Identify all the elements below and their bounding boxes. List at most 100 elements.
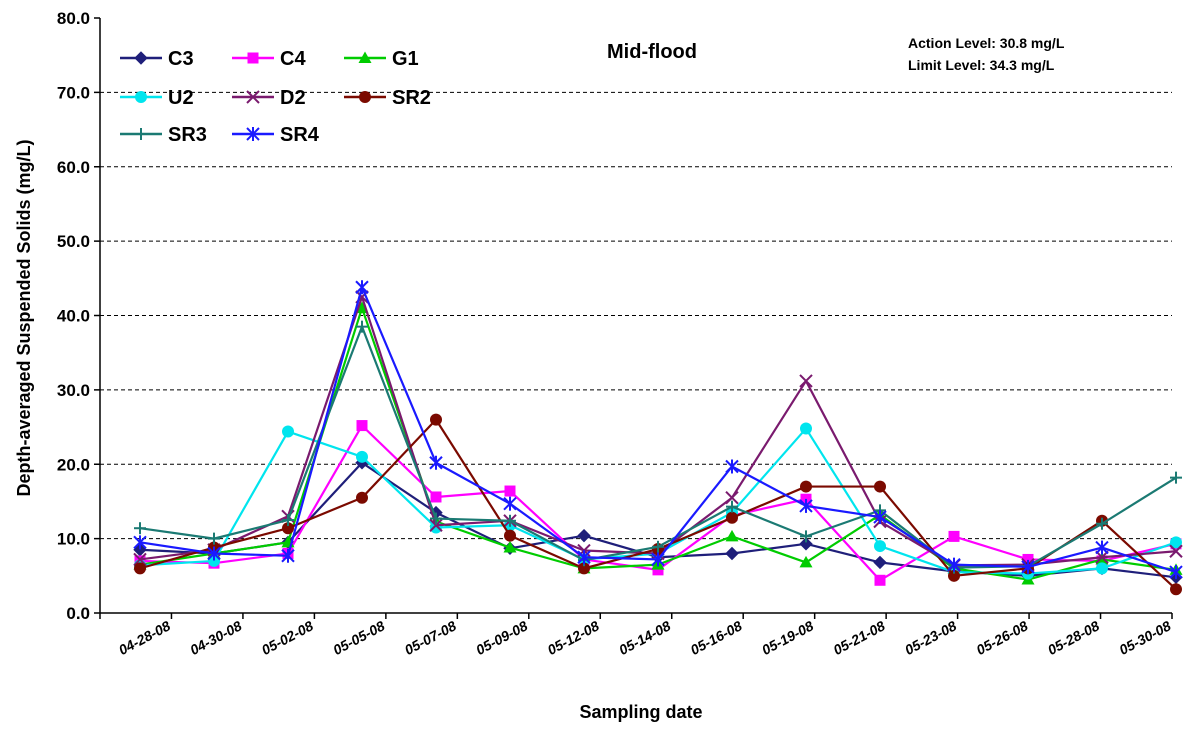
data-point-u2 <box>800 422 812 435</box>
data-point-sr3 <box>800 530 812 543</box>
data-point-sr3 <box>652 540 664 553</box>
data-point-c4 <box>652 564 664 576</box>
y-tick-label: 10.0 <box>57 530 90 549</box>
data-point-sr2 <box>356 491 368 504</box>
data-point-sr2 <box>134 562 146 575</box>
data-point-sr2 <box>874 480 886 493</box>
x-tick-label: 04-30-08 <box>187 617 244 658</box>
legend-item-d2: D2 <box>232 87 306 109</box>
legend-label-d2: D2 <box>280 87 306 109</box>
legend-label-sr4: SR4 <box>280 124 320 146</box>
legend-marker-u2 <box>135 91 147 103</box>
data-point-sr2 <box>1170 583 1182 596</box>
y-axis-title: Depth-averaged Suspended Solids (mg/L) <box>14 139 34 496</box>
data-point-g1 <box>503 541 517 553</box>
gridlines <box>100 91 1172 540</box>
legend: C3 C4 G1 U2 D2 SR2 SR3 SR4 <box>120 48 431 146</box>
x-axis-title: Sampling date <box>579 702 702 722</box>
legend-item-sr2: SR2 <box>344 87 431 109</box>
x-tick-label: 05-28-08 <box>1045 617 1102 658</box>
data-point-sr3 <box>134 522 146 535</box>
data-point-d2 <box>725 491 739 505</box>
legend-label-c3: C3 <box>168 48 194 70</box>
data-point-sr4 <box>207 546 221 561</box>
x-tick-label: 05-30-08 <box>1116 617 1173 658</box>
x-tick-label: 05-26-08 <box>973 617 1030 658</box>
legend-item-c3: C3 <box>120 48 194 70</box>
data-point-sr4 <box>281 548 295 563</box>
data-point-u2 <box>208 554 220 567</box>
x-tick-label: 05-16-08 <box>688 617 745 658</box>
data-point-d2 <box>1169 544 1183 558</box>
data-point-sr3 <box>356 320 368 333</box>
data-point-sr2 <box>430 413 442 426</box>
data-point-sr3 <box>504 514 516 527</box>
data-point-sr4 <box>799 498 813 513</box>
data-point-sr4 <box>725 459 739 474</box>
data-point-sr3 <box>430 512 442 525</box>
legend-item-sr3: SR3 <box>120 124 207 146</box>
data-point-c4 <box>504 485 516 497</box>
y-tick-label: 50.0 <box>57 232 90 251</box>
data-point-sr2 <box>948 569 960 582</box>
data-point-c4 <box>430 491 442 503</box>
data-point-sr4 <box>577 550 591 565</box>
data-point-u2 <box>1170 536 1182 549</box>
data-point-sr3 <box>282 514 294 527</box>
data-point-sr3 <box>1170 471 1182 484</box>
data-point-c3 <box>725 546 739 561</box>
x-tick-label: 05-12-08 <box>545 617 602 658</box>
legend-label-sr3: SR3 <box>168 124 207 146</box>
y-tick-label: 80.0 <box>57 9 90 28</box>
legend-item-sr4: SR4 <box>232 124 320 146</box>
x-tick-label: 05-14-08 <box>616 617 673 658</box>
data-point-d2 <box>1095 550 1109 564</box>
legend-marker-g1 <box>358 51 372 63</box>
legend-marker-d2 <box>246 90 260 104</box>
y-tick-label: 70.0 <box>57 83 90 102</box>
data-point-d2 <box>429 518 443 532</box>
series-lines <box>133 280 1183 596</box>
y-tick-label: 30.0 <box>57 381 90 400</box>
legend-marker-c3 <box>134 51 148 65</box>
data-point-sr2 <box>282 522 294 535</box>
series-sr4 <box>133 280 1183 580</box>
data-point-u2 <box>356 450 368 463</box>
data-point-c3 <box>577 528 591 543</box>
x-tick-label: 05-07-08 <box>402 617 459 658</box>
series-line-sr4 <box>139 286 1177 574</box>
data-point-g1 <box>799 555 813 568</box>
data-point-sr4 <box>1021 559 1035 574</box>
data-point-g1 <box>725 529 739 542</box>
legend-label-g1: G1 <box>392 48 419 70</box>
data-point-sr4 <box>429 455 443 470</box>
data-point-sr2 <box>578 562 590 575</box>
data-point-c4 <box>948 530 960 542</box>
data-point-sr2 <box>726 511 738 524</box>
data-point-sr4 <box>947 557 961 572</box>
legend-label-sr2: SR2 <box>392 87 431 109</box>
x-tick-label: 04-28-08 <box>116 617 173 658</box>
legend-marker-sr3 <box>135 128 147 140</box>
data-point-d2 <box>133 552 147 567</box>
legend-label-c4: C4 <box>280 48 306 70</box>
data-point-c4 <box>1022 553 1034 565</box>
data-point-d2 <box>799 374 813 388</box>
data-point-sr4 <box>355 280 369 295</box>
legend-label-u2: U2 <box>168 87 194 109</box>
data-point-u2 <box>282 425 294 438</box>
y-tick-labels: 0.0 10.0 20.0 30.0 40.0 50.0 60.0 70.0 80.0 <box>57 9 90 623</box>
legend-item-g1: G1 <box>344 48 419 70</box>
data-point-sr3 <box>1096 517 1108 530</box>
data-point-c4 <box>356 420 368 432</box>
y-tick-label: 40.0 <box>57 307 90 326</box>
axes <box>94 17 1173 619</box>
data-point-sr4 <box>503 496 517 511</box>
data-point-u2 <box>1096 562 1108 575</box>
data-point-c4 <box>874 574 886 586</box>
x-tick-label: 05-02-08 <box>259 617 316 658</box>
data-point-sr3 <box>726 500 738 513</box>
y-tick-label: 0.0 <box>66 604 90 623</box>
data-point-sr4 <box>873 510 887 525</box>
